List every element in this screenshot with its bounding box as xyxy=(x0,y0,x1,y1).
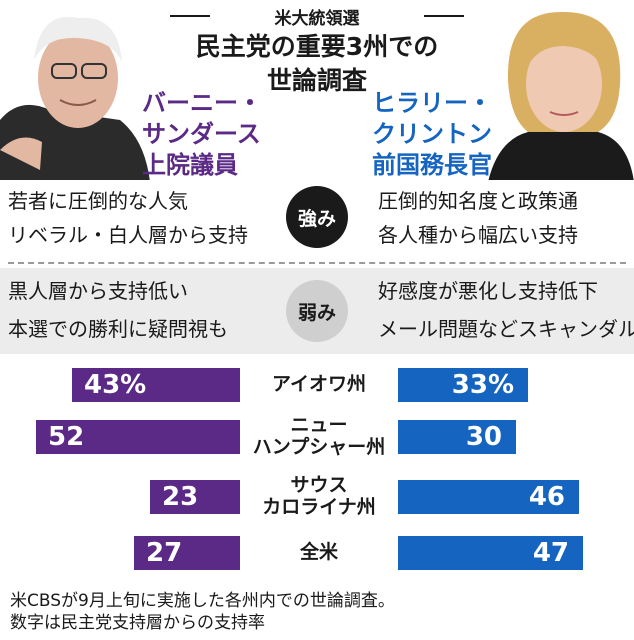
clinton-value-label: 46 xyxy=(528,482,565,512)
sanders-bar: 52 xyxy=(36,420,240,454)
clinton-value-label: 47 xyxy=(532,538,569,568)
clinton-name-line-1: ヒラリー・ xyxy=(372,89,492,117)
category-label: 全米 xyxy=(299,541,338,563)
clinton-name-line-2: クリントン xyxy=(372,120,492,148)
clinton-bar: 46 xyxy=(398,480,579,514)
sanders-strength-2: リベラル・白人層から支持 xyxy=(8,223,248,247)
clinton-name-line-3: 前国務長官 xyxy=(372,151,492,179)
sanders-value-label: 52 xyxy=(48,422,85,452)
clinton-bar: 33% xyxy=(398,368,528,402)
headline-line-1: 民主党の重要3州での xyxy=(195,32,439,61)
clinton-weakness-1: 好感度が悪化し支持低下 xyxy=(378,279,598,303)
sanders-weakness-1: 黒人層から支持低い xyxy=(8,279,188,303)
kicker: 米大統領選 xyxy=(170,4,464,29)
sanders-value-label: 23 xyxy=(162,482,199,512)
source-note-line-1: 米CBSが9月上旬に実施した各州内での世論調査。 xyxy=(10,591,395,611)
headline-line-2: 世論調査 xyxy=(266,66,367,95)
headline: 民主党の重要3州での 世論調査 xyxy=(160,30,474,98)
strengths-panel: 若者に圧倒的な人気 リベラル・白人層から支持 強み 圧倒的知名度と政策通 各人種… xyxy=(0,180,634,256)
clinton-bar: 47 xyxy=(398,536,583,570)
clinton-name: ヒラリー・ クリントン 前国務長官 xyxy=(372,88,512,181)
kicker-rule-right xyxy=(424,15,464,17)
clinton-value-label: 30 xyxy=(465,422,502,452)
sanders-portrait xyxy=(0,0,160,182)
kicker-rule-left xyxy=(170,15,210,17)
sanders-weakness-2: 本選での勝利に疑問視も xyxy=(8,317,228,341)
category-label: サウス カロライナ州 xyxy=(262,474,376,518)
sanders-bar: 27 xyxy=(134,536,240,570)
sanders-value-label: 43% xyxy=(84,370,147,400)
source-note: 米CBSが9月上旬に実施した各州内での世論調査。 数字は民主党支持層からの支持率 xyxy=(10,590,610,634)
sanders-name-line-2: サンダース xyxy=(142,120,261,148)
clinton-bar: 30 xyxy=(398,420,516,454)
strengths-badge: 強み xyxy=(286,186,348,248)
clinton-strength-2: 各人種から幅広い支持 xyxy=(378,223,578,247)
section-divider xyxy=(8,262,626,264)
sanders-bar: 43% xyxy=(72,368,240,402)
sanders-bar: 23 xyxy=(150,480,240,514)
sanders-strength-1: 若者に圧倒的な人気 xyxy=(8,189,188,213)
category-label: アイオワ州 xyxy=(271,373,367,395)
category-label: ニュー ハンプシャー州 xyxy=(252,414,386,458)
source-note-line-2: 数字は民主党支持層からの支持率 xyxy=(10,613,265,633)
clinton-weakness-2: メール問題などスキャンダル xyxy=(378,317,634,341)
sanders-name-line-3: 上院議員 xyxy=(142,151,238,179)
sanders-value-label: 27 xyxy=(146,538,183,568)
clinton-portrait xyxy=(488,0,634,182)
weaknesses-panel: 黒人層から支持低い 本選での勝利に疑問視も 弱み 好感度が悪化し支持低下 メール… xyxy=(0,268,634,354)
sanders-name-line-1: バーニー・ xyxy=(142,89,262,117)
weaknesses-badge: 弱み xyxy=(286,280,348,342)
kicker-text: 米大統領選 xyxy=(274,9,360,29)
clinton-value-label: 33% xyxy=(451,370,514,400)
poll-bar-chart: 43% 33% アイオワ州 52 30 ニュー ハンプシャー州 23 46 サウス カロライナ州… xyxy=(0,362,634,584)
clinton-strength-1: 圧倒的知名度と政策通 xyxy=(378,189,578,213)
sanders-name: バーニー・ サンダース 上院議員 xyxy=(142,88,282,181)
